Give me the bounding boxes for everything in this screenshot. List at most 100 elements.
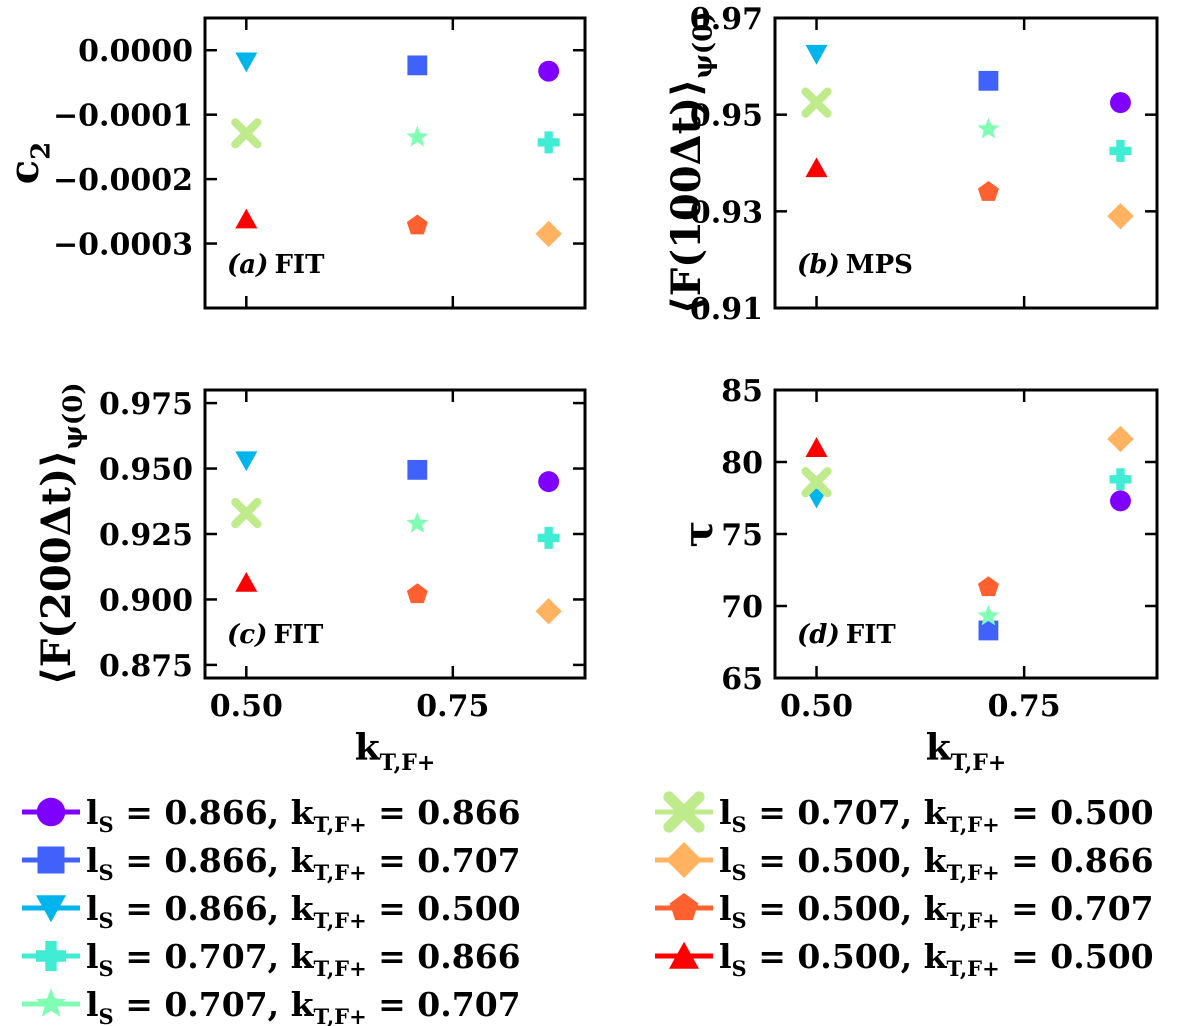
legend-label: lS = 0.866, kT,F+ = 0.500	[86, 889, 521, 933]
y-tick-label: 0.875	[99, 649, 193, 684]
y-tick-label: 0.0000	[78, 34, 193, 69]
data-point	[537, 131, 560, 154]
legend-entry: lS = 0.500, kT,F+ = 0.866	[655, 841, 1154, 885]
y-tick-label: 0.975	[99, 387, 193, 422]
legend-marker	[669, 893, 699, 921]
x-tick-label: 0.50	[210, 689, 283, 724]
panel-label: (c) FIT	[227, 620, 324, 650]
y-axis-label: ⟨F(200Δt)⟩ψ(0)	[33, 383, 89, 686]
legend-marker	[36, 895, 66, 923]
data-point	[1109, 139, 1132, 162]
x-axis-label: kT,F+	[355, 727, 436, 776]
x-tick-label: 0.75	[988, 689, 1061, 724]
data-point	[535, 598, 562, 625]
data-point	[235, 52, 258, 73]
y-tick-label: 0.95	[690, 99, 763, 134]
panel-label: (a) FIT	[227, 250, 325, 280]
data-point	[805, 437, 828, 457]
y-axis-label: c2	[1, 142, 57, 184]
panel-a: 0.0000 −0.0001 −0.0002 −0.0003 c2 (a) FIT	[1, 16, 587, 310]
data-point	[231, 497, 262, 529]
data-point	[406, 214, 428, 235]
y-axis-label-group: c2	[1, 142, 57, 184]
data-point	[535, 220, 562, 248]
panel-label: (d) FIT	[797, 620, 896, 650]
data-point	[538, 60, 560, 82]
y-axis-label-group: ⟨F(200Δt)⟩ψ(0)	[33, 383, 89, 686]
data-point	[406, 511, 429, 533]
legend-entry: lS = 0.707, kT,F+ = 0.707	[22, 985, 521, 1026]
legend-entry: lS = 0.866, kT,F+ = 0.500	[22, 889, 521, 933]
data-point	[1109, 468, 1132, 491]
data-point	[805, 157, 828, 178]
legend-marker	[663, 791, 705, 833]
legend-label: lS = 0.866, kT,F+ = 0.707	[86, 841, 521, 885]
y-tick-label: 80	[721, 446, 763, 481]
y-axis-label: τ	[675, 521, 722, 548]
data-point	[235, 208, 258, 229]
y-tick-label: 85	[721, 374, 763, 409]
y-tick-label: 0.91	[690, 292, 763, 327]
data-point	[801, 87, 832, 118]
legend-marker	[666, 842, 702, 878]
y-tick-label: 0.900	[99, 583, 193, 618]
legend-entry: lS = 0.707, kT,F+ = 0.866	[22, 937, 521, 981]
data-point	[978, 620, 999, 641]
legend-label: lS = 0.866, kT,F+ = 0.866	[86, 793, 521, 837]
x-axis-label: kT,F+	[926, 727, 1007, 776]
legend-label: lS = 0.500, kT,F+ = 0.500	[719, 937, 1154, 981]
y-tick-label: 0.950	[99, 453, 193, 488]
x-tick-label: 0.75	[416, 689, 489, 724]
data-point	[235, 571, 258, 592]
legend-marker	[36, 941, 66, 971]
legend-label: lS = 0.707, kT,F+ = 0.866	[86, 937, 521, 981]
legend-marker	[37, 846, 65, 874]
data-point	[407, 459, 428, 480]
data-point	[977, 117, 1000, 139]
legend-entry: lS = 0.866, kT,F+ = 0.707	[22, 841, 521, 885]
x-tick-label: 0.50	[780, 689, 853, 724]
y-tick-label: 0.925	[99, 518, 193, 553]
data-point	[1110, 92, 1131, 114]
legend-label: lS = 0.707, kT,F+ = 0.707	[86, 985, 521, 1026]
legend-entry: lS = 0.866, kT,F+ = 0.866	[22, 793, 521, 837]
y-tick-label: −0.0003	[53, 228, 193, 263]
data-point	[538, 471, 560, 493]
data-point	[977, 576, 999, 597]
y-tick-label: −0.0001	[53, 99, 193, 134]
data-point	[978, 70, 999, 91]
legend-label: lS = 0.707, kT,F+ = 0.500	[719, 793, 1154, 837]
data-point	[1107, 425, 1134, 453]
data-point	[805, 44, 828, 65]
data-point	[407, 55, 428, 76]
data-point	[977, 604, 1000, 626]
data-point	[537, 526, 560, 549]
y-axis-label-group: ⟨F(100Δt)⟩ψ(0)	[663, 12, 719, 315]
y-tick-label: 70	[721, 590, 763, 625]
data-point	[235, 451, 258, 472]
y-tick-label: 75	[721, 518, 763, 553]
axes-frame	[203, 16, 587, 310]
legend-label: lS = 0.500, kT,F+ = 0.866	[719, 841, 1154, 885]
axes-frame	[773, 16, 1159, 310]
y-tick-label: −0.0002	[53, 163, 193, 198]
legend-marker	[36, 988, 66, 1017]
y-tick-label: 65	[721, 662, 763, 697]
legend-entry: lS = 0.500, kT,F+ = 0.500	[655, 937, 1154, 981]
data-point	[231, 118, 262, 149]
data-point	[805, 488, 828, 509]
data-point	[1107, 202, 1134, 230]
data-point	[406, 125, 429, 147]
panel-b: 0.91 0.93 0.95 0.97⟨F(100Δt)⟩ψ(0) (b) MPS	[663, 2, 1159, 327]
legend-marker	[36, 797, 66, 827]
y-axis-label-group: τ	[675, 521, 722, 548]
y-tick-label: 0.97	[690, 2, 763, 37]
data-point	[406, 583, 428, 604]
data-point	[977, 181, 999, 201]
panels: 0.0000 −0.0001 −0.0002 −0.0003 c2 (a) FIT 0.91 0…	[1, 2, 1159, 776]
y-axis-label: ⟨F(100Δt)⟩ψ(0)	[663, 12, 719, 315]
